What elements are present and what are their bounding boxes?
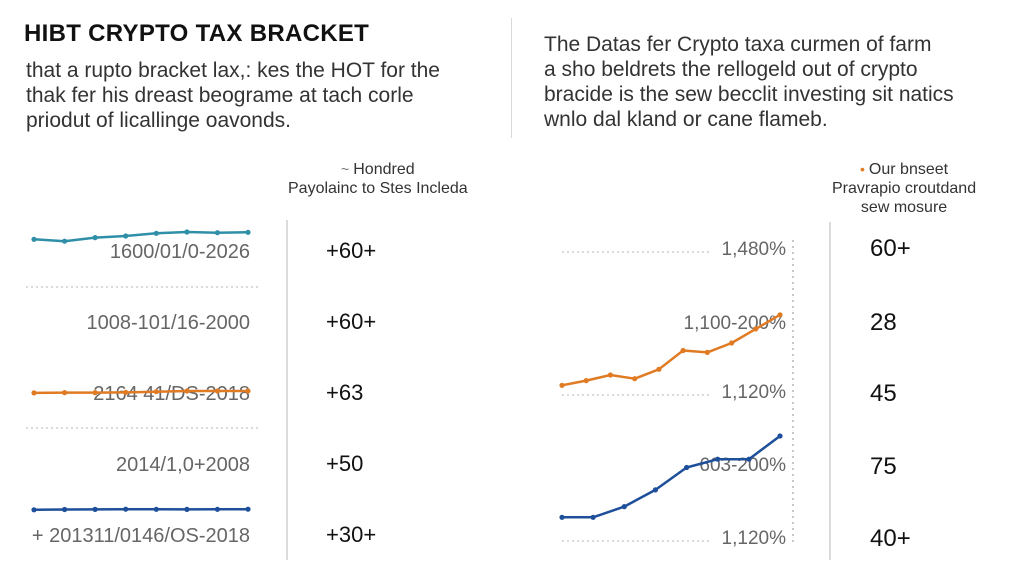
page-title: HIBT CRYPTO TAX BRACKET xyxy=(24,20,370,47)
value-label: +60+ xyxy=(326,309,376,334)
pct-label: 1,100-200% xyxy=(684,313,787,334)
right-description-line: a sho beldrets the rellogeld out of cryp… xyxy=(544,58,918,81)
data-point xyxy=(62,506,68,513)
data-point xyxy=(621,504,627,510)
value-label: 60+ xyxy=(870,235,911,262)
row-label: 1600/01/0-2026 xyxy=(110,241,250,263)
legend-label: Hondred xyxy=(353,161,415,178)
left-description-line: priodut of licallinge oavonds. xyxy=(26,109,292,132)
value-label: 40+ xyxy=(870,525,911,552)
value-label: +30+ xyxy=(326,522,376,547)
legend-marker-icon: ~ xyxy=(341,161,350,177)
data-point xyxy=(62,390,68,396)
series-line-orange xyxy=(561,313,781,387)
legend-marker-icon: • xyxy=(860,161,865,177)
left-description: that a rupto bracket lax,: kes the HOT f… xyxy=(26,58,440,133)
data-point xyxy=(123,233,129,239)
data-point xyxy=(753,326,759,332)
value-label: 75 xyxy=(870,453,897,480)
value-label: 45 xyxy=(870,380,897,407)
legend-label: sew mosure xyxy=(860,199,948,216)
value-label: +60+ xyxy=(326,238,376,263)
value-label: 28 xyxy=(870,309,897,336)
data-point xyxy=(729,340,735,346)
data-point xyxy=(704,349,710,355)
left-chart: 1600/01/0-2026 1008-101/16-2000 2164 41/… xyxy=(26,220,376,560)
data-point xyxy=(652,487,659,493)
data-point xyxy=(245,388,251,394)
data-point xyxy=(590,514,596,520)
header-divider xyxy=(511,18,512,138)
data-point xyxy=(31,507,37,513)
data-point xyxy=(680,347,686,354)
series-layer xyxy=(31,229,783,520)
right-legend: • Our bnseet Pravrapio croutdand sew mosu… xyxy=(832,160,976,217)
data-point xyxy=(123,389,129,395)
data-point xyxy=(715,456,721,462)
data-point xyxy=(184,506,190,512)
left-description-line: thak fer his dreast beograme at tach cor… xyxy=(26,84,414,107)
data-point xyxy=(245,506,251,512)
data-point xyxy=(123,506,129,512)
data-point xyxy=(632,376,638,382)
series-line-navy xyxy=(562,434,781,519)
data-point xyxy=(245,229,251,235)
legend-label: Payolainc to Stes Incleda xyxy=(288,180,468,197)
series-line-teal xyxy=(33,230,249,243)
data-point xyxy=(607,372,614,378)
data-point xyxy=(153,230,159,236)
data-point xyxy=(583,378,589,384)
pct-label: 1,480% xyxy=(722,239,787,260)
data-point xyxy=(153,506,159,512)
right-chart: 1,480% 1,100-200% 1,120% 603-200% 1,120%… xyxy=(562,222,911,560)
right-description-line: The Datas fer Crypto taxa curmen of farm xyxy=(544,33,932,56)
data-point xyxy=(214,230,220,236)
data-point xyxy=(777,312,783,318)
data-point xyxy=(559,514,565,520)
data-point xyxy=(184,229,190,235)
data-point xyxy=(559,382,565,388)
data-point xyxy=(31,390,37,396)
data-point xyxy=(31,236,37,242)
right-description: The Datas fer Crypto taxa curmen of farm… xyxy=(544,32,954,132)
row-label: + 201311/0146/OS-2018 xyxy=(32,525,250,547)
right-description-line: bracide is the sew becclit investing sit… xyxy=(544,83,954,106)
series-line-navy xyxy=(33,507,249,512)
value-label: +50 xyxy=(326,451,363,476)
left-description-line: that a rupto bracket lax,: kes the HOT f… xyxy=(26,59,440,82)
data-point xyxy=(214,506,220,512)
data-point xyxy=(214,388,220,394)
series-line-orange xyxy=(33,389,248,395)
pct-label: 1,120% xyxy=(722,382,787,403)
data-point xyxy=(777,433,783,439)
data-point xyxy=(92,390,98,396)
data-point xyxy=(656,366,662,372)
pct-label: 1,120% xyxy=(722,528,787,549)
data-point xyxy=(92,235,98,241)
data-point xyxy=(92,506,98,512)
left-legend: ~ Hondred Payolainc to Stes Incleda xyxy=(288,160,468,198)
data-point xyxy=(62,238,68,244)
legend-label: Our bnseet xyxy=(868,161,949,178)
row-label: 2014/1,0+2008 xyxy=(116,454,250,476)
right-description-line: wnlo dal kland or cane flameb. xyxy=(544,108,828,131)
data-point xyxy=(746,456,752,462)
data-point xyxy=(153,389,159,395)
data-point xyxy=(184,388,190,394)
value-label: +63 xyxy=(326,380,363,405)
row-label: 2164 41/DS-2018 xyxy=(93,383,250,405)
data-point xyxy=(684,464,690,471)
legend-label: Pravrapio croutdand xyxy=(832,180,977,197)
row-label: 1008-101/16-2000 xyxy=(87,312,250,334)
